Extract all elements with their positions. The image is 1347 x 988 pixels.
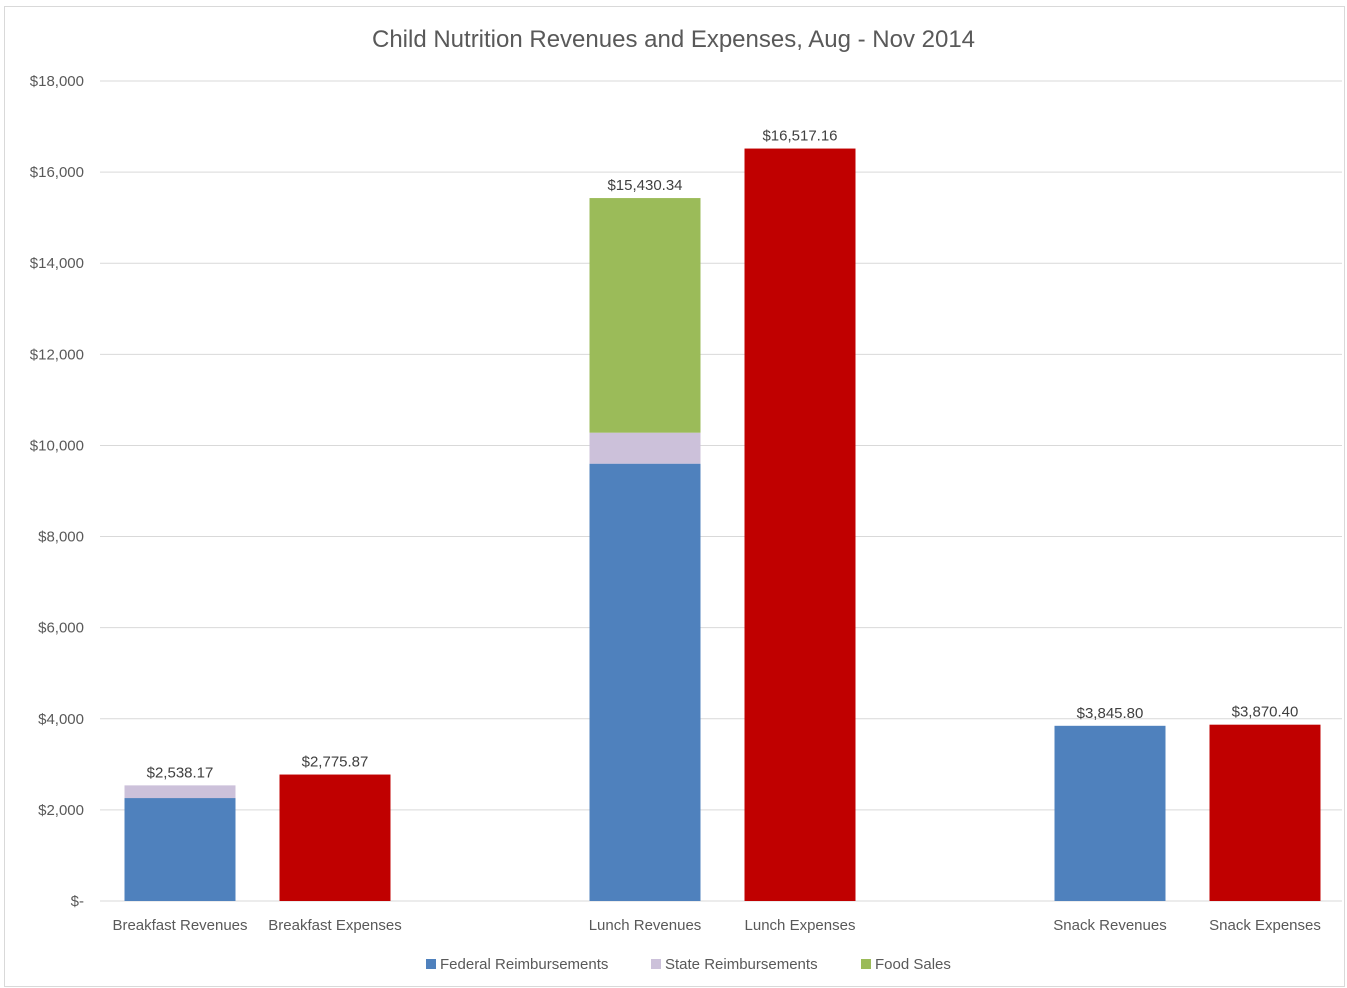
data-label: $2,775.87 [302,754,369,771]
data-label: $3,870.40 [1232,704,1299,721]
bar-federal-reimbursements [1054,725,1166,901]
y-tick-label: $10,000 [30,437,84,454]
chart-title: Child Nutrition Revenues and Expenses, A… [371,26,976,53]
data-label: $15,430.34 [607,177,682,194]
y-tick-label: $6,000 [38,620,84,637]
legend-label: State Reimbursements [665,956,818,973]
bar-expenses [279,774,391,901]
y-tick-label: $14,000 [30,255,84,272]
x-category-label: Breakfast Expenses [268,917,401,934]
x-category-label: Breakfast Revenues [112,917,247,934]
y-tick-label: $- [71,893,84,910]
chart-frame [4,6,1345,987]
x-category-label: Lunch Expenses [745,917,856,934]
bar-food-sales [589,198,701,433]
legend-swatch [426,959,436,969]
bar-state-reimbursements [124,785,236,799]
legend-swatch [651,959,661,969]
x-category-label: Snack Revenues [1053,917,1166,934]
legend-swatch [861,959,871,969]
x-category-label: Lunch Revenues [589,917,702,934]
y-tick-label: $4,000 [38,711,84,728]
bar-federal-reimbursements [124,798,236,901]
y-tick-label: $16,000 [30,164,84,181]
y-tick-label: $18,000 [30,73,84,90]
x-category-label: Snack Expenses [1209,917,1321,934]
bar-state-reimbursements [589,432,701,464]
data-label: $16,517.16 [762,128,837,145]
bar-federal-reimbursements [589,463,701,901]
y-tick-label: $8,000 [38,529,84,546]
bar-expenses [744,148,856,901]
y-tick-label: $2,000 [38,802,84,819]
legend-label: Food Sales [875,956,951,973]
y-tick-label: $12,000 [30,346,84,363]
data-label: $2,538.17 [147,764,214,781]
bar-expenses [1209,724,1321,901]
data-label: $3,845.80 [1077,705,1144,722]
legend-label: Federal Reimbursements [440,956,608,973]
